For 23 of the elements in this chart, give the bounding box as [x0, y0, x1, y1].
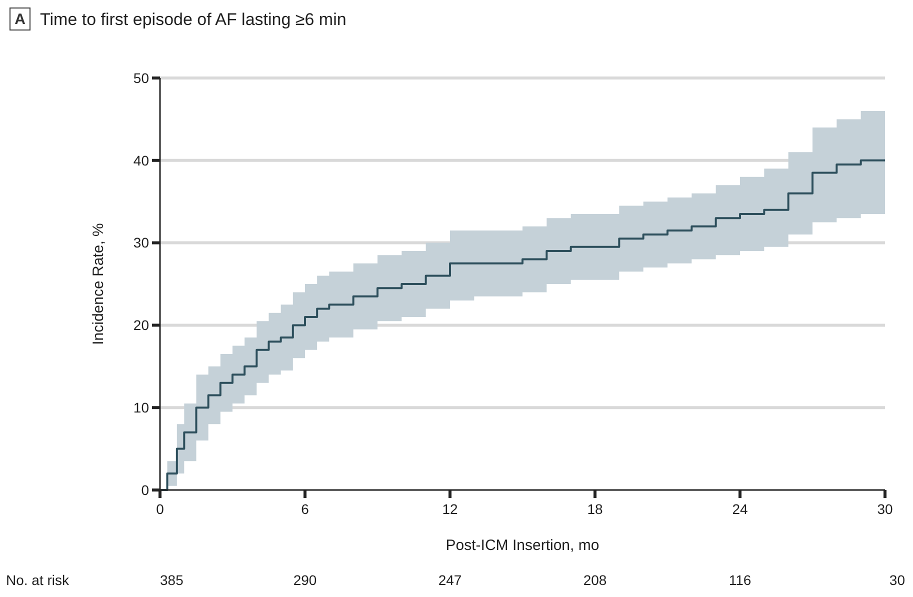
text: 247 — [438, 572, 462, 588]
x-tick-label: 0 — [156, 501, 164, 517]
x-tick-label: 24 — [732, 501, 748, 517]
x-tick-label: 18 — [587, 501, 603, 517]
y-tick-label: 40 — [133, 152, 150, 168]
text: No. at risk — [6, 572, 70, 588]
y-tick-label: 20 — [133, 317, 150, 334]
y-tick-label: 0 — [141, 482, 150, 498]
y-axis-title: Incidence Rate, % — [90, 223, 107, 345]
x-tick-label: 30 — [877, 501, 893, 517]
text: 290 — [293, 572, 317, 588]
chart-title: Time to first episode of AF lasting ≥6 min — [40, 10, 346, 29]
x-tick-label: 12 — [442, 501, 458, 517]
text: 116 — [728, 572, 752, 588]
y-tick-label: 10 — [133, 400, 150, 416]
text: 30 — [889, 572, 906, 588]
y-tick-label: 50 — [133, 70, 150, 86]
panel-letter: A — [10, 8, 30, 30]
text: 208 — [583, 572, 607, 588]
x-axis-title: Post-ICM Insertion, mo — [446, 537, 600, 554]
x-tick-label: 6 — [301, 501, 310, 517]
y-tick-label: 30 — [133, 234, 150, 251]
text: 385 — [160, 572, 184, 588]
